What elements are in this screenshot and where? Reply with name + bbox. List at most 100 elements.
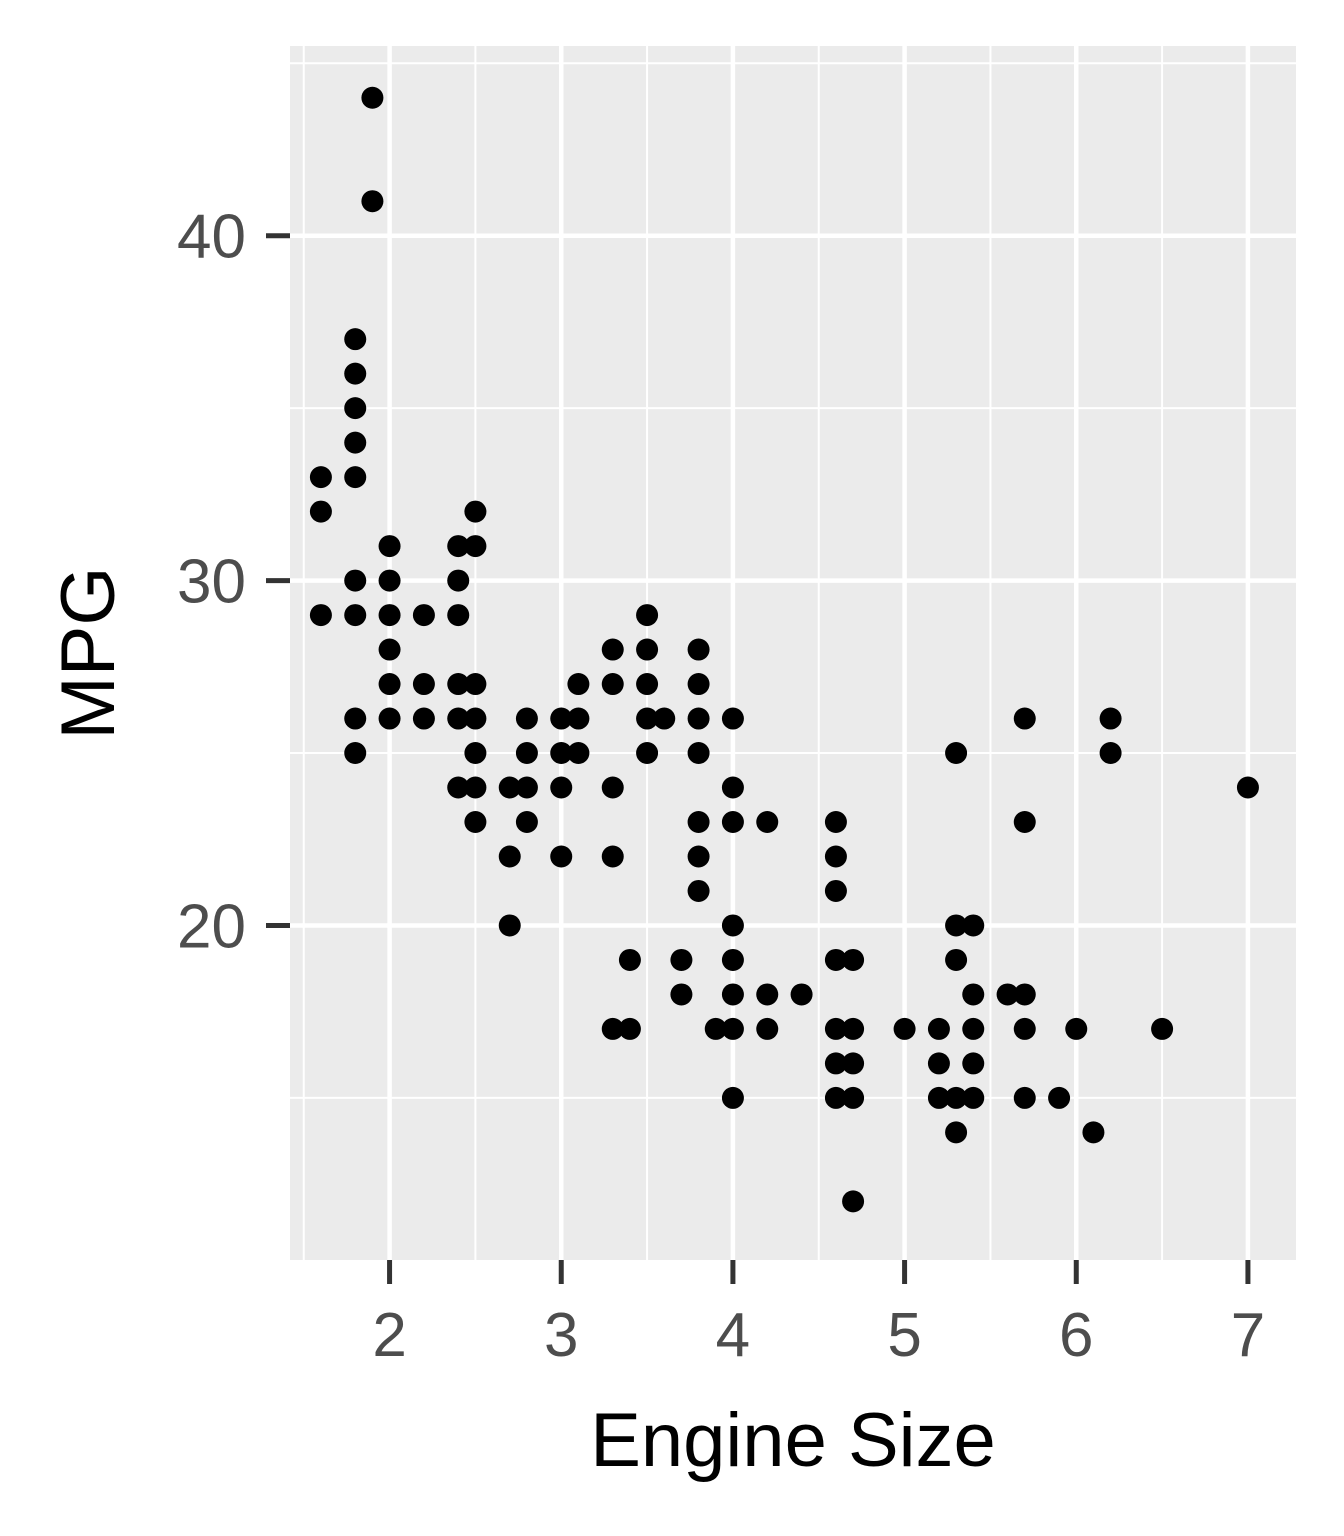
- x-tick-label: 5: [887, 1301, 921, 1370]
- data-point: [636, 673, 659, 696]
- grid-minor: [290, 46, 1296, 1260]
- data-point: [687, 742, 710, 765]
- data-point: [721, 810, 744, 833]
- data-point: [687, 810, 710, 833]
- data-point: [1065, 1017, 1088, 1040]
- data-point: [721, 1017, 744, 1040]
- data-point: [344, 362, 367, 385]
- data-point: [842, 1052, 865, 1075]
- data-point: [996, 983, 1019, 1006]
- data-point: [1013, 810, 1036, 833]
- data-point: [653, 707, 676, 730]
- data-point: [721, 707, 744, 730]
- data-point: [515, 707, 538, 730]
- data-point: [1082, 1121, 1105, 1144]
- data-point: [1151, 1017, 1174, 1040]
- data-point: [515, 776, 538, 799]
- data-point: [344, 328, 367, 351]
- data-point: [498, 914, 521, 937]
- data-point: [378, 638, 401, 661]
- data-point: [344, 431, 367, 454]
- data-point: [927, 1052, 950, 1075]
- data-point: [1013, 1086, 1036, 1109]
- plot-panel: [290, 46, 1296, 1260]
- data-point: [447, 569, 470, 592]
- x-tick-label: 4: [716, 1301, 750, 1370]
- data-point: [704, 1017, 727, 1040]
- data-point: [447, 604, 470, 627]
- data-point: [601, 673, 624, 696]
- data-point: [945, 1121, 968, 1144]
- data-point: [309, 500, 332, 523]
- data-point: [824, 1052, 847, 1075]
- data-point: [927, 1017, 950, 1040]
- data-point: [824, 1017, 847, 1040]
- data-point: [721, 1086, 744, 1109]
- data-point: [618, 1017, 641, 1040]
- data-point: [962, 1017, 985, 1040]
- data-point: [344, 569, 367, 592]
- data-point: [515, 742, 538, 765]
- y-tick-label: 20: [177, 892, 246, 961]
- data-point: [567, 673, 590, 696]
- data-point: [550, 776, 573, 799]
- data-point: [687, 707, 710, 730]
- data-point: [962, 983, 985, 1006]
- data-point: [550, 742, 573, 765]
- data-point: [1099, 707, 1122, 730]
- x-axis: 2 3 4 5 6 7: [372, 1260, 1265, 1370]
- data-point: [447, 673, 470, 696]
- data-point: [636, 742, 659, 765]
- data-point: [687, 638, 710, 661]
- data-point: [1048, 1086, 1071, 1109]
- data-point: [361, 190, 384, 213]
- data-point: [670, 983, 693, 1006]
- data-point: [550, 845, 573, 868]
- y-axis-title: MPG: [46, 566, 131, 739]
- data-point: [927, 1086, 950, 1109]
- data-point: [756, 810, 779, 833]
- data-point: [498, 776, 521, 799]
- data-point: [842, 1190, 865, 1213]
- data-point: [636, 604, 659, 627]
- data-point: [721, 983, 744, 1006]
- data-point: [378, 707, 401, 730]
- data-point: [464, 535, 487, 558]
- data-point: [464, 707, 487, 730]
- data-point: [567, 742, 590, 765]
- data-point: [824, 810, 847, 833]
- data-point: [464, 742, 487, 765]
- data-point: [464, 810, 487, 833]
- data-point: [309, 604, 332, 627]
- data-point: [756, 1017, 779, 1040]
- data-point: [824, 845, 847, 868]
- data-point: [344, 466, 367, 489]
- data-point: [945, 948, 968, 971]
- data-point: [412, 673, 435, 696]
- data-point: [670, 948, 693, 971]
- data-point: [378, 569, 401, 592]
- data-point: [464, 500, 487, 523]
- data-point: [618, 948, 641, 971]
- data-point: [842, 948, 865, 971]
- data-points: [309, 86, 1259, 1213]
- data-point: [447, 776, 470, 799]
- data-point: [721, 914, 744, 937]
- x-axis-title: Engine Size: [590, 1398, 996, 1483]
- data-point: [893, 1017, 916, 1040]
- data-point: [567, 707, 590, 730]
- data-point: [550, 707, 573, 730]
- data-point: [498, 845, 521, 868]
- x-tick-label: 3: [544, 1301, 578, 1370]
- data-point: [344, 604, 367, 627]
- data-point: [1013, 983, 1036, 1006]
- y-axis: 20 30 40: [177, 203, 290, 961]
- data-point: [962, 1052, 985, 1075]
- data-point: [447, 707, 470, 730]
- data-point: [344, 397, 367, 420]
- data-point: [721, 948, 744, 971]
- data-point: [344, 742, 367, 765]
- data-point: [412, 604, 435, 627]
- data-point: [1013, 1017, 1036, 1040]
